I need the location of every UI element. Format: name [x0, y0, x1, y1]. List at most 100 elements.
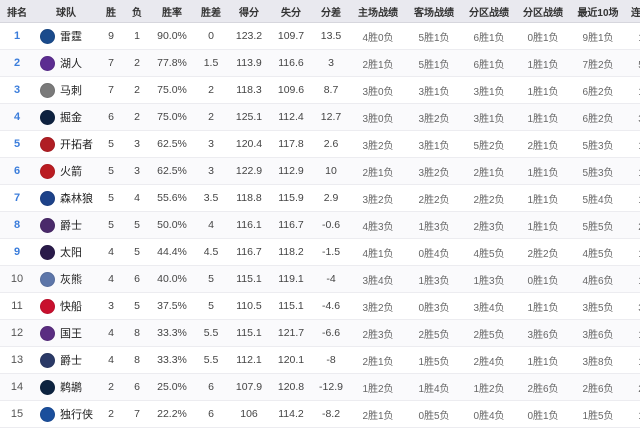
row-conference-record: 2胜1负 — [516, 130, 570, 158]
row-away-record: 0胜3负 — [406, 292, 462, 320]
row-games-behind: 3 — [194, 157, 228, 185]
row-games-behind: 0 — [194, 22, 228, 50]
col-point-diff[interactable]: 分差 — [312, 0, 350, 23]
row-win-pct: 37.5% — [150, 292, 194, 320]
row-point-diff: 8.7 — [312, 76, 350, 104]
row-team[interactable]: 独行侠 — [34, 400, 98, 428]
col-last-ten[interactable]: 最近10场 — [570, 0, 626, 23]
row-division-record: 2胜4负 — [462, 346, 516, 374]
table-row[interactable]: 13 爵士 4 8 33.3% 5.5 112.1 120.1 -8 2胜1负 1胜5负 2胜4负 1胜… — [0, 346, 640, 374]
team-logo-icon — [40, 217, 55, 233]
row-win-pct: 22.2% — [150, 400, 194, 428]
row-conference-record: 2胜6负 — [516, 373, 570, 401]
table-row[interactable]: 8 爵士 5 5 50.0% 4 116.1 116.7 -0.6 4胜3负 1胜3负 2胜3负 1胜1… — [0, 211, 640, 239]
row-losses: 5 — [124, 211, 150, 239]
row-last-ten: 3胜8负 — [570, 346, 626, 374]
row-team[interactable]: 掘金 — [34, 103, 98, 131]
team-logo-icon — [40, 163, 55, 179]
row-division-record: 4胜5负 — [462, 238, 516, 266]
table-header: 排名 球队 胜 负 胜率 胜差 得分 失分 分差 主场战绩 客场战绩 分区战绩 … — [0, 0, 640, 23]
table-row[interactable]: 14 鹈鹕 2 6 25.0% 6 107.9 120.8 -12.9 1胜2负 1胜4负 1胜2负 2… — [0, 373, 640, 401]
row-team[interactable]: 快船 — [34, 292, 98, 320]
table-row[interactable]: 9 太阳 4 5 44.4% 4.5 116.7 118.2 -1.5 4胜1负 0胜4负 4胜5负 2… — [0, 238, 640, 266]
col-division-record[interactable]: 分区战绩 — [462, 0, 516, 23]
row-conference-record: 0胜1负 — [516, 265, 570, 293]
table-row[interactable]: 6 火箭 5 3 62.5% 3 122.9 112.9 10 2胜1负 3胜2负 2胜1负 1胜1负 5… — [0, 157, 640, 185]
row-wins: 3 — [98, 292, 124, 320]
row-team[interactable]: 开拓者 — [34, 130, 98, 158]
row-point-diff: 12.7 — [312, 103, 350, 131]
table-row[interactable]: 4 掘金 6 2 75.0% 2 125.1 112.4 12.7 3胜0负 3胜2负 3胜1负 1胜1… — [0, 103, 640, 131]
row-streak: 1连胜 — [626, 157, 640, 185]
row-last-ten: 2胜6负 — [570, 373, 626, 401]
col-rank[interactable]: 排名 — [0, 0, 34, 23]
team-name: 湖人 — [60, 58, 82, 70]
row-rank: 11 — [0, 292, 34, 320]
col-away-record[interactable]: 客场战绩 — [406, 0, 462, 23]
row-team[interactable]: 爵士 — [34, 211, 98, 239]
row-wins: 5 — [98, 184, 124, 212]
row-games-behind: 2 — [194, 103, 228, 131]
row-points-for: 110.5 — [228, 292, 270, 320]
row-team[interactable]: 国王 — [34, 319, 98, 347]
row-points-against: 121.7 — [270, 319, 312, 347]
col-points-for[interactable]: 得分 — [228, 0, 270, 23]
col-losses[interactable]: 负 — [124, 0, 150, 23]
row-team[interactable]: 雷霆 — [34, 22, 98, 50]
row-team[interactable]: 湖人 — [34, 49, 98, 77]
team-name: 雷霆 — [60, 31, 82, 43]
row-away-record: 1胜4负 — [406, 373, 462, 401]
col-conference-record[interactable]: 分区战绩 — [516, 0, 570, 23]
row-games-behind: 4 — [194, 211, 228, 239]
col-games-behind[interactable]: 胜差 — [194, 0, 228, 23]
row-points-for: 118.3 — [228, 76, 270, 104]
row-losses: 6 — [124, 265, 150, 293]
row-rank: 10 — [0, 265, 34, 293]
row-losses: 8 — [124, 346, 150, 374]
team-logo-icon — [40, 352, 55, 368]
row-streak: 1连败 — [626, 400, 640, 428]
row-division-record: 5胜2负 — [462, 130, 516, 158]
row-points-against: 117.8 — [270, 130, 312, 158]
row-wins: 7 — [98, 49, 124, 77]
row-team[interactable]: 太阳 — [34, 238, 98, 266]
table-row[interactable]: 12 国王 4 8 33.3% 5.5 115.1 121.7 -6.6 2胜3负 2胜5负 2胜5负… — [0, 319, 640, 347]
table-row[interactable]: 15 独行侠 2 7 22.2% 6 106 114.2 -8.2 2胜1负 0胜5负 0胜4负 0胜1… — [0, 400, 640, 428]
col-wins[interactable]: 胜 — [98, 0, 124, 23]
row-team[interactable]: 爵士 — [34, 346, 98, 374]
row-away-record: 2胜5负 — [406, 319, 462, 347]
row-team[interactable]: 鹈鹕 — [34, 373, 98, 401]
row-away-record: 1胜5负 — [406, 346, 462, 374]
team-logo-icon — [40, 379, 55, 395]
row-losses: 5 — [124, 238, 150, 266]
col-win-pct[interactable]: 胜率 — [150, 0, 194, 23]
col-streak[interactable]: 连胜连败 — [626, 0, 640, 23]
table-row[interactable]: 2 湖人 7 2 77.8% 1.5 113.9 116.6 3 2胜1负 5胜1负 6胜1负 1胜1负… — [0, 49, 640, 77]
table-row[interactable]: 11 快船 3 5 37.5% 5 110.5 115.1 -4.6 3胜2负 0胜3负 3胜4负 1胜… — [0, 292, 640, 320]
col-home-record[interactable]: 主场战绩 — [350, 0, 406, 23]
row-team[interactable]: 马刺 — [34, 76, 98, 104]
table-row[interactable]: 7 森林狼 5 4 55.6% 3.5 118.8 115.9 2.9 3胜2负 2胜2负 2胜2负 1… — [0, 184, 640, 212]
row-streak: 1连败 — [626, 76, 640, 104]
row-team[interactable]: 森林狼 — [34, 184, 98, 212]
table-row[interactable]: 1 雷霆 9 1 90.0% 0 123.2 109.7 13.5 4胜0负 5胜1负 6胜1负 0胜1… — [0, 22, 640, 50]
row-rank: 13 — [0, 346, 34, 374]
col-team[interactable]: 球队 — [34, 0, 98, 23]
col-points-against[interactable]: 失分 — [270, 0, 312, 23]
row-rank: 2 — [0, 49, 34, 77]
table-row[interactable]: 3 马刺 7 2 75.0% 2 118.3 109.6 8.7 3胜0负 3胜1负 3胜1负 1胜1负… — [0, 76, 640, 104]
row-points-against: 119.1 — [270, 265, 312, 293]
table-row[interactable]: 10 灰熊 4 6 40.0% 5 115.1 119.1 -4 3胜4负 1胜3负 1胜3负 0胜1负… — [0, 265, 640, 293]
row-team[interactable]: 灰熊 — [34, 265, 98, 293]
row-streak: 1连败 — [626, 238, 640, 266]
row-points-for: 122.9 — [228, 157, 270, 185]
team-logo-icon — [40, 28, 55, 44]
row-team[interactable]: 火箭 — [34, 157, 98, 185]
row-away-record: 0胜5负 — [406, 400, 462, 428]
row-losses: 7 — [124, 400, 150, 428]
row-wins: 5 — [98, 211, 124, 239]
table-row[interactable]: 5 开拓者 5 3 62.5% 3 120.4 117.8 2.6 3胜2负 3胜1负 5胜2负 2胜1… — [0, 130, 640, 158]
row-home-record: 2胜3负 — [350, 319, 406, 347]
row-conference-record: 0胜1负 — [516, 22, 570, 50]
